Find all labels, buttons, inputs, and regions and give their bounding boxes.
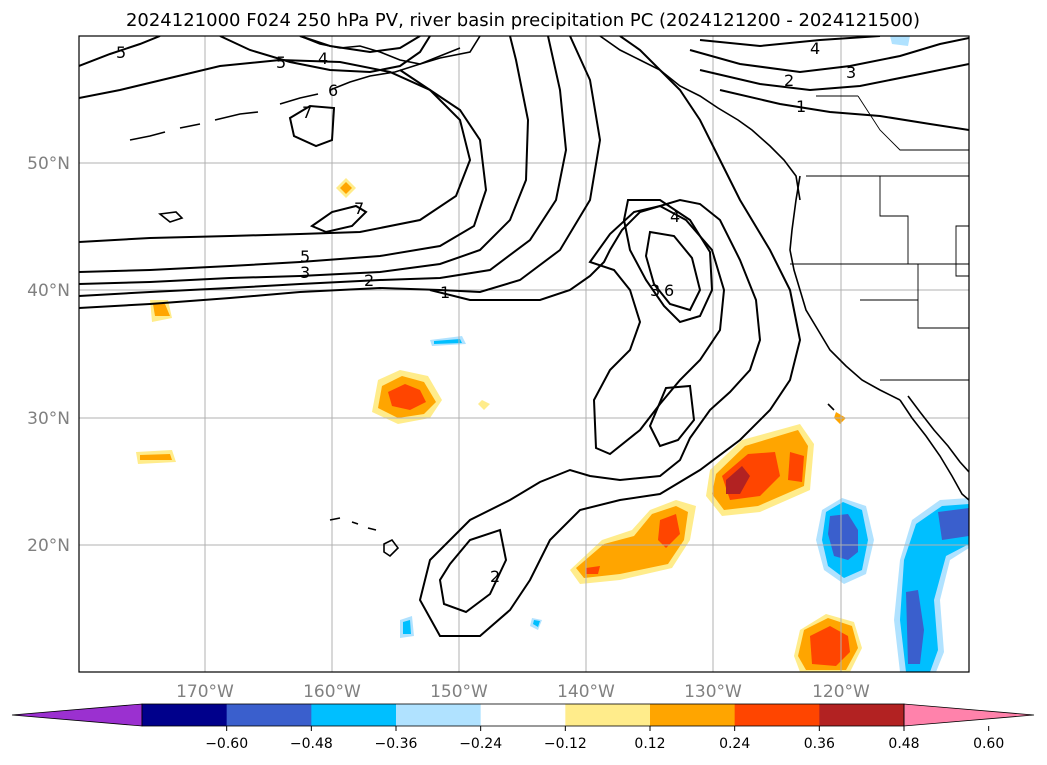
colorbar-segment bbox=[650, 704, 736, 726]
contour-label: 4 bbox=[318, 49, 328, 68]
longitude-labels: 170°W 160°W 150°W 140°W 130°W 120°W bbox=[176, 682, 870, 702]
coastlines bbox=[129, 36, 969, 558]
lat-label-50n: 50°N bbox=[27, 154, 70, 174]
colorbar-segment bbox=[142, 704, 228, 726]
colorbar-tick-label: 0.36 bbox=[804, 736, 835, 752]
latitude-labels: 50°N 40°N 30°N 20°N bbox=[27, 154, 70, 556]
lon-label-170w: 170°W bbox=[176, 682, 234, 702]
contour-label: 7 bbox=[302, 103, 312, 122]
pv-contour-labels: 5 4 5 6 7 7 5 3 2 1 4 3 6 2 4 3 2 1 bbox=[116, 39, 856, 586]
lat-label-20n: 20°N bbox=[27, 536, 70, 556]
colorbar-extend-high bbox=[903, 703, 1035, 727]
contour-label: 7 bbox=[354, 199, 364, 218]
map-panel: 5 4 5 6 7 7 5 3 2 1 4 3 6 2 4 3 2 1 bbox=[79, 36, 969, 672]
colorbar-tick-label: −0.12 bbox=[544, 736, 587, 752]
contour-label: 3 bbox=[650, 281, 660, 300]
lon-label-140w: 140°W bbox=[557, 682, 615, 702]
pv-contours bbox=[79, 36, 969, 637]
colorbar-tick-label: −0.36 bbox=[375, 736, 418, 752]
colorbar-outline bbox=[141, 703, 905, 727]
contour-label: 2 bbox=[490, 567, 500, 586]
colorbar-segment bbox=[226, 704, 312, 726]
colorbar-tick-label: −0.24 bbox=[459, 736, 502, 752]
colorbar-segment bbox=[480, 704, 566, 726]
colorbar-tick-label: −0.60 bbox=[205, 736, 248, 752]
contour-label: 2 bbox=[784, 71, 794, 90]
contour-label: 5 bbox=[300, 247, 310, 266]
colorbar-tick-label: 0.48 bbox=[888, 736, 919, 752]
figure-title: 2024121000 F024 250 hPa PV, river basin … bbox=[126, 10, 920, 31]
contour-label: 1 bbox=[440, 283, 450, 302]
colorbar: −0.60 −0.48 −0.36 −0.24 −0.12 0.12 0.24 0.36 0.4… bbox=[11, 703, 1035, 752]
positive-precip-areas bbox=[136, 178, 862, 672]
colorbar-tick-label: 0.12 bbox=[634, 736, 665, 752]
colorbar-segment bbox=[819, 704, 905, 726]
contour-label: 4 bbox=[670, 207, 680, 226]
colorbar-segment bbox=[734, 704, 820, 726]
map-frame bbox=[78, 35, 970, 673]
contour-label: 5 bbox=[276, 53, 286, 72]
colorbar-tick-label: 0.60 bbox=[973, 736, 1004, 752]
colorbar-tick-label: 0.24 bbox=[719, 736, 750, 752]
colorbar-segment bbox=[565, 704, 651, 726]
colorbar-segment bbox=[311, 704, 397, 726]
colorbar-segment bbox=[396, 704, 482, 726]
lon-label-130w: 130°W bbox=[684, 682, 742, 702]
lon-label-150w: 150°W bbox=[430, 682, 488, 702]
negative-precip-areas bbox=[400, 36, 969, 672]
colorbar-extend-low bbox=[11, 703, 143, 727]
lat-label-40n: 40°N bbox=[27, 281, 70, 301]
contour-label: 1 bbox=[796, 97, 806, 116]
gridlines bbox=[79, 36, 969, 672]
colorbar-tick-label: −0.48 bbox=[290, 736, 333, 752]
political-borders bbox=[790, 95, 969, 381]
lat-label-30n: 30°N bbox=[27, 409, 70, 429]
contour-label: 5 bbox=[116, 43, 126, 62]
contour-label: 2 bbox=[364, 271, 374, 290]
contour-label: 3 bbox=[300, 263, 310, 282]
contour-label: 3 bbox=[846, 63, 856, 82]
contour-label: 6 bbox=[664, 281, 674, 300]
lon-label-120w: 120°W bbox=[812, 682, 870, 702]
contour-label: 6 bbox=[328, 81, 338, 100]
lon-label-160w: 160°W bbox=[303, 682, 361, 702]
contour-label: 4 bbox=[810, 39, 820, 58]
